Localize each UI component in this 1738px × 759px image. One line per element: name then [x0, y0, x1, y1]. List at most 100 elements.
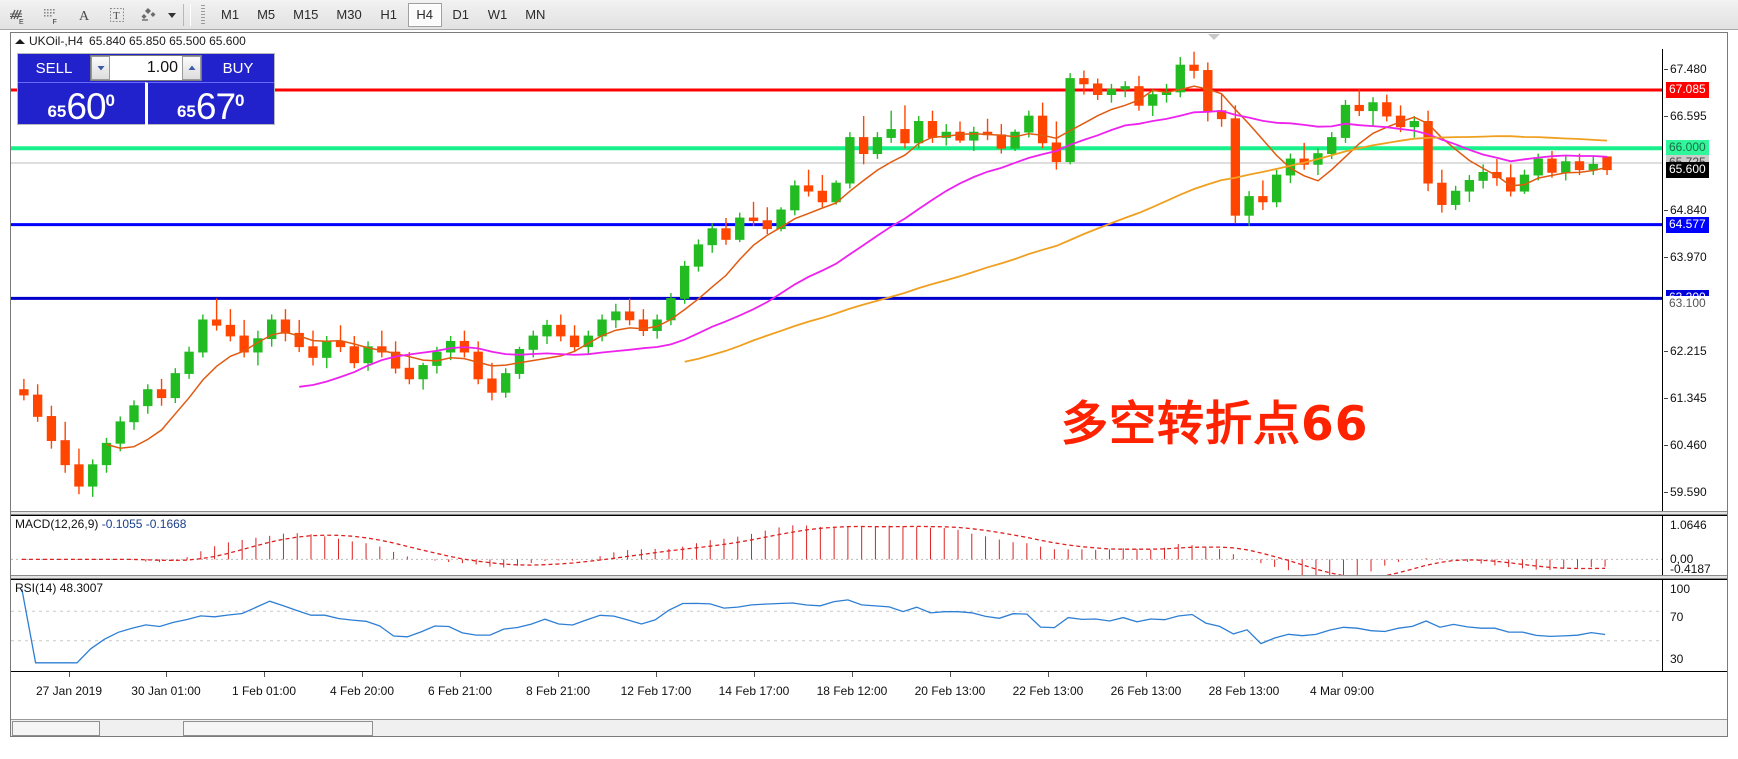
svg-text:F: F: [53, 19, 57, 25]
timeframe-label: H4: [416, 7, 434, 22]
pane-splitter-2[interactable]: [11, 575, 1727, 579]
price-axis-level-badge[interactable]: 65.600: [1666, 161, 1709, 178]
chevron-down-icon[interactable]: [91, 56, 110, 80]
one-click-top-row: SELL 1.00 BUY: [18, 54, 274, 82]
time-axis-tick: [754, 672, 755, 677]
volume-stepper[interactable]: 1.00: [90, 55, 202, 81]
price-pane[interactable]: 多空转折点66 67.480 66.595 64.840 63.970 62.215 61…: [11, 49, 1727, 513]
chart-canvas-window[interactable]: UKOil-,H4 65.840 65.850 65.500 65.600 多空…: [10, 32, 1728, 737]
volume-input[interactable]: 1.00: [110, 56, 182, 80]
scrollbar-thumb-left[interactable]: [12, 721, 100, 736]
price-axis-level-badge[interactable]: 64.577: [1666, 216, 1709, 233]
objects-dropdown-caret-icon[interactable]: [165, 2, 179, 28]
one-click-trading-panel[interactable]: SELL 1.00 BUY 65 60: [17, 53, 275, 125]
symbol-header: UKOil-,H4 65.840 65.850 65.500 65.600: [11, 33, 1727, 49]
time-axis-tick: [264, 672, 265, 677]
timeframe-label: D1: [452, 7, 470, 22]
buy-price-big: 67: [195, 86, 236, 125]
chevron-up-icon[interactable]: [182, 56, 201, 80]
timeframe-label: M1: [221, 7, 240, 22]
time-axis-label: 27 Jan 2019: [35, 684, 103, 698]
time-axis-label: 6 Feb 21:00: [427, 684, 493, 698]
panel-collapse-marker-icon[interactable]: [1206, 33, 1222, 41]
horizontal-scrollbar[interactable]: [11, 719, 1727, 736]
data-window-icon[interactable]: F: [36, 2, 66, 28]
timeframe-buttons: M1 M5 M15 M30 H1 H4 D1 W1 MN: [211, 2, 553, 27]
timeframe-button-h4[interactable]: H4: [407, 2, 442, 27]
timeframe-button-h1[interactable]: H1: [372, 3, 406, 27]
text-label-icon[interactable]: A: [69, 2, 99, 28]
macd-title: MACD(12,26,9) -0.1055 -0.1668: [15, 517, 186, 531]
price-axis-tick-label: 61.345: [1670, 390, 1707, 405]
price-axis-tick-label: 67.480: [1670, 61, 1707, 76]
sell-price-button[interactable]: 65 60 0: [18, 82, 145, 125]
price-axis-tick: [1664, 445, 1668, 447]
rsi-axis-label: 70: [1670, 609, 1684, 624]
macd-axis-label: 1.0646: [1670, 517, 1707, 532]
price-axis[interactable]: 67.480 66.595 64.840 63.970 62.215 61.345 60.4…: [1664, 49, 1727, 513]
chart-annotation-text: 多空转折点66: [1061, 397, 1369, 452]
time-axis-label: 18 Feb 12:00: [816, 684, 888, 698]
collapse-triangle-icon[interactable]: [15, 36, 25, 46]
timeframe-button-m15[interactable]: M15: [285, 3, 326, 27]
sell-label[interactable]: SELL: [18, 54, 90, 82]
buy-label[interactable]: BUY: [202, 54, 274, 82]
time-axis-label: 14 Feb 17:00: [718, 684, 790, 698]
toolbar-grip[interactable]: [201, 4, 205, 25]
timeframe-label: M15: [293, 7, 319, 22]
price-axis-tick-label: 64.840: [1670, 203, 1707, 218]
toolbar-separator: [183, 3, 191, 26]
timeframe-label: M5: [257, 7, 276, 22]
time-axis-label: 28 Feb 13:00: [1208, 684, 1280, 698]
price-chart-svg: [11, 51, 1662, 497]
pane-splitter-1[interactable]: [11, 511, 1727, 515]
time-axis[interactable]: 27 Jan 2019 30 Jan 01:00 1 Feb 01:00 4 Feb …: [11, 671, 1727, 717]
price-axis-tick: [1664, 257, 1668, 259]
price-axis-tick-label: 66.595: [1670, 109, 1707, 124]
svg-text:A: A: [79, 9, 90, 24]
time-axis-tick: [1244, 672, 1245, 677]
timeframe-button-w1[interactable]: W1: [480, 3, 516, 27]
timeframe-button-m1[interactable]: M1: [213, 3, 247, 27]
buy-price-button[interactable]: 65 67 0: [144, 82, 274, 125]
price-axis-tick: [1664, 351, 1668, 353]
timeframe-button-d1[interactable]: D1: [444, 3, 478, 27]
timeframe-button-mn[interactable]: MN: [517, 3, 553, 27]
rsi-chart-svg: [11, 589, 1662, 664]
rsi-name: RSI(14): [15, 581, 57, 595]
time-axis-label: 22 Feb 13:00: [1012, 684, 1084, 698]
price-axis-tick: [1664, 116, 1668, 118]
time-axis-tick: [166, 672, 167, 677]
price-axis-level-badge[interactable]: 67.085: [1666, 82, 1709, 99]
rsi-axis-label: 100: [1670, 582, 1691, 597]
svg-text:T: T: [113, 10, 120, 22]
macd-plot-area[interactable]: MACD(12,26,9) -0.1055 -0.1668: [11, 516, 1663, 577]
rsi-plot-area[interactable]: RSI(14) 48.3007: [11, 580, 1663, 671]
price-axis-level-badge[interactable]: 66.000: [1666, 140, 1709, 157]
timeframe-button-m5[interactable]: M5: [249, 3, 283, 27]
text-box-icon[interactable]: T: [102, 2, 132, 28]
macd-main-value: -0.1055: [101, 517, 143, 531]
price-plot-area[interactable]: 多空转折点66: [11, 49, 1663, 513]
price-axis-tick: [1664, 397, 1668, 399]
rsi-pane[interactable]: RSI(14) 48.3007 100 70 30: [11, 579, 1727, 671]
time-axis-tick: [1146, 672, 1147, 677]
time-axis-label: 30 Jan 01:00: [131, 684, 201, 698]
timeframe-button-m30[interactable]: M30: [328, 3, 369, 27]
macd-axis-label: -0.4187: [1670, 562, 1711, 577]
sell-price-prefix: 65: [47, 102, 67, 121]
price-axis-tick-label: 62.215: [1670, 344, 1707, 359]
symbol-label: UKOil-,H4: [29, 34, 84, 48]
price-axis-level-badge[interactable]: 63.100: [1666, 295, 1709, 312]
sell-price-big: 60: [66, 86, 106, 125]
buy-price-fraction: 0: [235, 91, 245, 110]
macd-pane[interactable]: MACD(12,26,9) -0.1055 -0.1668 1.0646 0,00…: [11, 515, 1727, 577]
rsi-axis-label: 30: [1670, 652, 1684, 667]
scrollbar-thumb-main[interactable]: [183, 721, 373, 736]
macd-axis: 1.0646 0,00 -0.4187: [1664, 516, 1727, 577]
objects-icon[interactable]: [135, 2, 165, 28]
sell-price-fraction: 0: [105, 91, 116, 110]
time-axis-label: 4 Feb 20:00: [329, 684, 395, 698]
indicators-expert-icon[interactable]: E: [3, 2, 33, 28]
